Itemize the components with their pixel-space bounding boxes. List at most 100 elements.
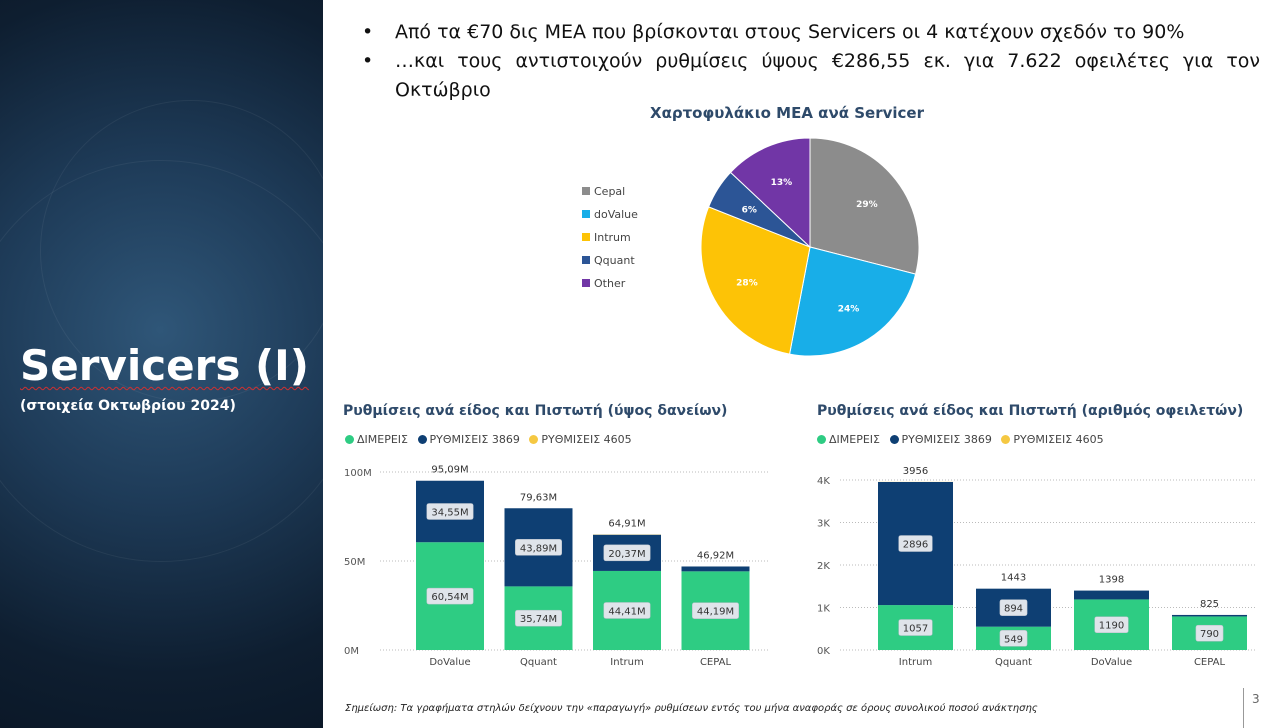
data-label: 790 <box>1200 629 1219 640</box>
pie-legend-item: Qquant <box>582 253 638 276</box>
legend-item: ΡΥΘΜΙΣΕΙΣ 3869 <box>417 433 520 446</box>
pie-slice-dovalue <box>788 246 917 357</box>
data-label-box <box>692 602 739 619</box>
data-label-box <box>1094 616 1129 633</box>
data-label-box <box>898 535 933 552</box>
legend-swatch-icon <box>582 210 590 218</box>
y-tick-label: 3K <box>817 519 830 530</box>
x-tick-label: Intrum <box>899 657 932 668</box>
slide-title: Servicers (I) <box>20 340 309 392</box>
y-tick-label: 4K <box>817 476 830 487</box>
data-label: 2896 <box>903 540 928 551</box>
data-label: 894 <box>1004 604 1023 615</box>
pie-legend-label: Intrum <box>594 231 631 244</box>
y-tick-label: 50M <box>344 557 365 568</box>
data-label: 35,74M <box>520 614 557 625</box>
legend-label: ΔΙΜΕΡΕΙΣ <box>357 433 408 446</box>
legend-swatch-icon <box>582 279 590 287</box>
bar-segment <box>681 566 750 572</box>
legend-swatch-icon <box>582 187 590 195</box>
legend-item: ΔΙΜΕΡΕΙΣ <box>345 433 408 446</box>
bar-chart-count-legend: ΔΙΜΕΡΕΙΣ ΡΥΘΜΙΣΕΙΣ 3869 ΡΥΘΜΙΣΕΙΣ 4605 <box>817 433 1110 446</box>
data-label: 20,37M <box>608 549 645 560</box>
legend-dot-icon <box>345 435 354 444</box>
pie-legend-item: Other <box>582 276 638 299</box>
data-label: 44,19M <box>697 607 734 618</box>
bar-chart-amount-legend: ΔΙΜΕΡΕΙΣ ΡΥΘΜΙΣΕΙΣ 3869 ΡΥΘΜΙΣΕΙΣ 4605 <box>345 433 638 446</box>
bar-segment <box>1074 590 1149 600</box>
x-tick-label: DoValue <box>429 657 470 668</box>
bar-total-label: 79,63M <box>520 492 557 503</box>
pie-legend-item: Intrum <box>582 230 638 253</box>
y-tick-label: 1K <box>817 604 830 615</box>
x-tick-label: CEPAL <box>1194 657 1226 668</box>
y-tick-label: 0M <box>344 646 359 657</box>
bullet-text: …και τους αντιστοιχούν ρυθμίσεις ύψους €… <box>395 50 1260 101</box>
bullet-dot-icon: • <box>362 21 374 43</box>
pie-slice-label: 29% <box>856 200 878 210</box>
legend-label: ΡΥΘΜΙΣΕΙΣ 4605 <box>541 433 632 446</box>
bullet-item: • …και τους αντιστοιχούν ρυθμίσεις ύψους … <box>362 47 1260 105</box>
bullet-dot-icon: • <box>362 50 374 72</box>
bar-total-label: 825 <box>1200 599 1219 610</box>
bar-total-label: 46,92M <box>697 550 734 561</box>
data-label: 34,55M <box>431 507 468 518</box>
legend-label: ΡΥΘΜΙΣΕΙΣ 4605 <box>1013 433 1104 446</box>
legend-dot-icon <box>417 435 427 444</box>
x-tick-label: CEPAL <box>700 657 732 668</box>
bar-total-label: 3956 <box>903 466 928 477</box>
data-label-box <box>999 630 1028 647</box>
pie-slice-cepal <box>809 137 920 275</box>
pie-slice-label: 13% <box>771 178 793 188</box>
data-label: 44,41M <box>608 606 645 617</box>
y-tick-label: 100M <box>344 468 372 479</box>
pie-legend-label: Cepal <box>594 185 626 198</box>
slide-subtitle: (στοιχεία Οκτωβρίου 2024) <box>20 398 236 414</box>
pie-slice-intrum <box>700 206 811 355</box>
data-label-box <box>515 609 562 627</box>
legend-item: ΔΙΜΕΡΕΙΣ <box>817 433 880 446</box>
legend-item: ΡΥΘΜΙΣΕΙΣ 3869 <box>889 433 992 446</box>
title-panel <box>0 0 323 728</box>
slide-title-text: Servicers (I) <box>20 341 309 390</box>
x-tick-label: DoValue <box>1091 657 1132 668</box>
legend-swatch-icon <box>582 256 590 264</box>
pie-slice-label: 28% <box>736 279 758 289</box>
pie-legend-label: Other <box>594 277 626 290</box>
pie-legend-label: Qquant <box>594 254 635 267</box>
data-label-box <box>426 503 474 520</box>
pie-legend: Cepal doValue Intrum Qquant Other <box>582 184 638 299</box>
pie-legend-item: doValue <box>582 207 638 230</box>
bar-segment <box>1172 614 1247 617</box>
y-tick-label: 0K <box>817 646 830 657</box>
legend-item: ΡΥΘΜΙΣΕΙΣ 4605 <box>529 433 632 446</box>
legend-dot-icon <box>889 435 899 444</box>
legend-label: ΔΙΜΕΡΕΙΣ <box>829 433 880 446</box>
legend-label: ΡΥΘΜΙΣΕΙΣ 3869 <box>429 433 520 446</box>
legend-swatch-icon <box>582 233 590 241</box>
bar-chart-count: 0K 1K 2K 3K 4K 1057 2896 3956 Intrum 549 894 1443 Qq… <box>817 466 1255 668</box>
footnote: Σημείωση: Τα γραφήματα στηλών δείχνουν τ… <box>345 703 1038 714</box>
pie-slice-other <box>729 137 811 249</box>
legend-dot-icon <box>529 435 539 444</box>
pie-chart-title: Χαρτοφυλάκιο ΜΕΑ ανά Servicer <box>650 104 924 122</box>
bar-total-label: 95,09M <box>431 465 468 476</box>
data-label-box <box>426 587 474 605</box>
bar-total-label: 1398 <box>1099 575 1124 586</box>
legend-dot-icon <box>1001 435 1011 444</box>
data-label-box <box>1195 624 1224 642</box>
data-label: 43,89M <box>520 543 557 554</box>
x-tick-label: Intrum <box>610 657 643 668</box>
bar-chart-amount: 0M 50M 100M 60,54M 34,55M 95,09M DoValue 35,74M… <box>344 465 770 668</box>
legend-dot-icon <box>817 435 826 444</box>
data-label-box <box>999 599 1028 616</box>
bullet-item: • Από τα €70 δις ΜΕΑ που βρίσκονται στους… <box>362 18 1260 47</box>
data-label-box <box>515 539 562 556</box>
decorative-ring <box>40 100 323 402</box>
data-label: 1057 <box>903 624 928 635</box>
data-label: 549 <box>1004 634 1023 645</box>
data-label: 1190 <box>1099 621 1124 632</box>
page-number: 3 <box>1252 692 1260 706</box>
pie-chart: 29% 24% 28% 6% 13% <box>700 137 920 357</box>
pie-legend-label: doValue <box>594 208 638 221</box>
